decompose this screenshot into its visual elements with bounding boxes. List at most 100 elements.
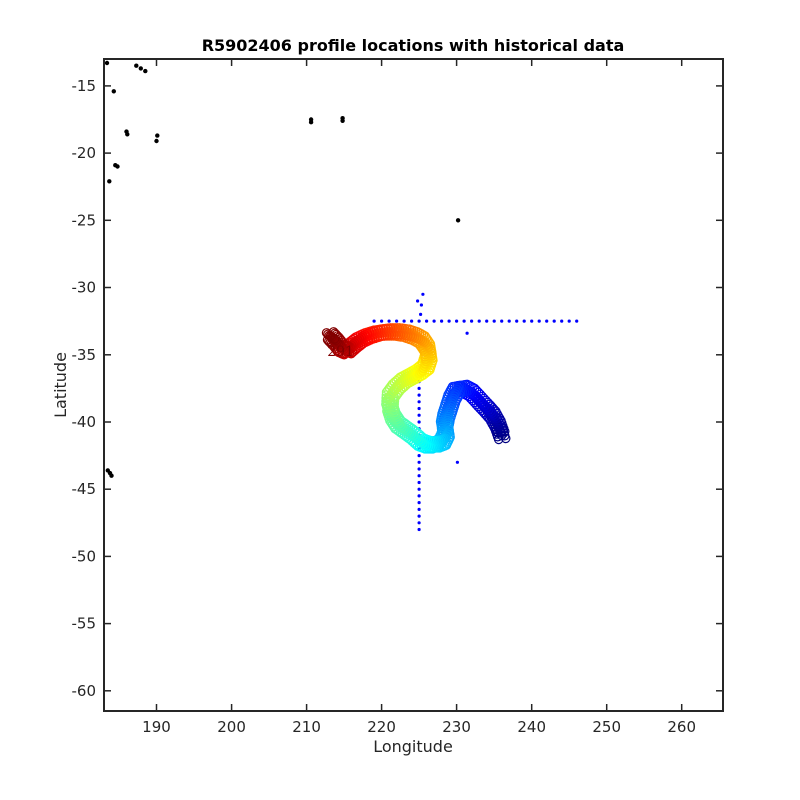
historical-point (417, 319, 421, 323)
coast-point (155, 133, 160, 138)
historical-point (507, 319, 511, 323)
historical-point (447, 319, 451, 323)
historical-point (575, 319, 579, 323)
coast-point (107, 179, 112, 184)
historical-point (440, 319, 444, 323)
historical-point (417, 494, 421, 498)
historical-point (492, 319, 496, 323)
track-point (322, 335, 333, 345)
coast-point (154, 138, 159, 144)
y-tick-label: -35 (72, 346, 97, 364)
historical-point (417, 406, 421, 411)
historical-point (537, 319, 541, 323)
track-point (321, 328, 332, 338)
historical-point (432, 319, 436, 323)
coast-point (134, 63, 139, 68)
historical-point (455, 319, 459, 323)
x-tick-label: 210 (292, 718, 321, 736)
historical-point (417, 514, 421, 518)
x-tick-label: 230 (442, 718, 471, 736)
y-tick-label: -15 (72, 77, 97, 95)
historical-point (470, 319, 474, 323)
historical-point (419, 312, 423, 316)
y-tick-label: -20 (72, 144, 97, 162)
historical-point (421, 292, 425, 296)
historical-point (455, 460, 459, 464)
x-axis-label: Longitude (373, 737, 453, 756)
historical-point (410, 319, 414, 323)
historical-point (465, 331, 469, 335)
x-tick-label: 260 (667, 718, 696, 736)
historical-point (417, 400, 421, 404)
historical-point (417, 420, 421, 424)
historical-point (417, 460, 421, 464)
axis-ticks (104, 59, 723, 711)
historical-point (417, 454, 421, 458)
coast-point (138, 66, 143, 71)
historical-point (462, 319, 466, 323)
float-track-series (321, 323, 511, 454)
historical-point (425, 319, 429, 323)
y-tick-label: -55 (72, 615, 97, 633)
track-point (328, 327, 339, 337)
historical-point (419, 303, 423, 307)
historical-point (500, 319, 504, 323)
coast-point (111, 89, 117, 94)
coast-point (308, 120, 314, 125)
track-labels: 291 (327, 344, 354, 360)
y-tick-label: -50 (72, 547, 97, 565)
y-tick-label: -30 (72, 279, 97, 297)
x-tick-label: 200 (217, 718, 246, 736)
coast-point (125, 132, 130, 137)
historical-point (387, 319, 391, 323)
y-tick-labels: -15 -20 -25 -30 -35 -40 -45 -50 -55 -60 (72, 77, 97, 700)
historical-point (417, 507, 421, 511)
historical-point (560, 319, 564, 323)
historical-point (530, 319, 534, 323)
coast-point (109, 473, 114, 478)
coast-point (340, 118, 345, 124)
historical-point (417, 474, 421, 478)
coast-point (455, 218, 461, 223)
axes-box (103, 58, 724, 712)
track-point (329, 334, 340, 344)
historical-point (380, 319, 384, 323)
x-tick-label: 240 (517, 718, 546, 736)
historical-point (372, 319, 376, 323)
track-point (323, 329, 333, 340)
historical-point (417, 393, 421, 397)
historical-point (402, 319, 406, 323)
historical-point (477, 319, 481, 323)
historical-point (417, 467, 421, 471)
y-tick-label: -25 (72, 211, 97, 229)
y-tick-label: -60 (72, 682, 97, 700)
historical-point (395, 319, 399, 323)
y-tick-label: -45 (72, 480, 97, 498)
y-axis-label: Latitude (51, 352, 70, 418)
historical-point (417, 413, 421, 417)
x-tick-label: 190 (142, 718, 171, 736)
historical-point (417, 487, 421, 491)
historical-point (567, 319, 571, 323)
historical-point (545, 319, 549, 323)
historical-point (417, 501, 421, 505)
historical-point (417, 480, 421, 485)
chart-title: R5902406 profile locations with historic… (202, 36, 625, 55)
historical-point (417, 521, 421, 525)
historical-point (515, 319, 519, 323)
historical-point (416, 299, 420, 303)
historical-point (485, 319, 489, 323)
x-tick-label: 250 (592, 718, 621, 736)
coast-point (104, 60, 110, 66)
historical-point (522, 319, 526, 323)
historical-point (552, 319, 556, 323)
y-tick-label: -40 (72, 413, 97, 431)
x-tick-label: 220 (367, 718, 396, 736)
historical-point (417, 386, 421, 390)
coast-point (143, 68, 148, 74)
coast-point (115, 164, 120, 169)
historical-point (417, 527, 421, 532)
x-tick-labels: 190 200 210 220 230 240 250 260 (142, 718, 696, 736)
coastline-series (104, 60, 461, 478)
